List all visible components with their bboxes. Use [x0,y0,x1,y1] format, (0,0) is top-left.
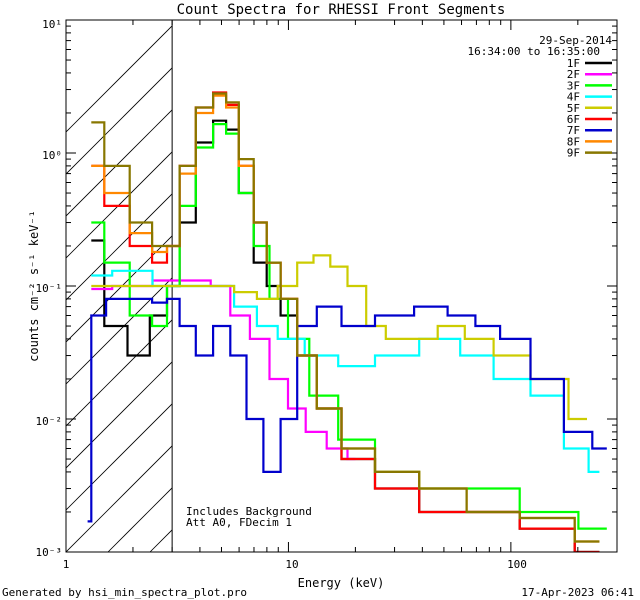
legend-label-6F: 6F [567,113,580,126]
y-tick-label-1e-1: 10⁻¹ [36,282,63,295]
x-tick-label-10: 10 [285,558,298,571]
legend-label-1F: 1F [567,57,580,70]
y-tick-label-1e-2: 10⁻² [36,415,63,428]
hatch-line [66,67,173,175]
series-line-5F [91,254,587,421]
footer-generated-by: Generated by hsi_min_spectra_plot.pro [2,586,247,599]
chart-title: Count Spectra for RHESSI Front Segments [177,2,506,18]
hatch-line [66,193,173,301]
x-tick-label-100: 100 [507,558,527,571]
series-line-1F [91,119,600,552]
hatch-line [66,25,173,133]
x-tick-label-1: 1 [63,558,70,571]
legend-label-4F: 4F [567,91,580,104]
series-line-2F [91,279,356,461]
y-axis-label: counts cm⁻² s⁻¹ keV⁻¹ [27,210,41,362]
hatch-line [402,20,640,552]
annotation-background: Includes Background [186,505,312,518]
legend-label-9F: 9F [567,147,580,160]
footer-timestamp: 17-Apr-2023 06:41 [521,586,634,599]
legend-label-5F: 5F [567,102,580,115]
y-tick-label-1e0: 10⁰ [42,149,62,162]
y-tick-label-1e1: 10¹ [42,18,62,31]
legend-label-3F: 3F [567,79,580,92]
legend-label-2F: 2F [567,68,580,81]
date-label: 29-Sep-2014 [539,34,612,47]
hatch-line [570,20,640,552]
y-tick-label-1e-3: 10⁻³ [36,546,63,559]
annotation-attenuator: Att A0, FDecim 1 [186,516,292,529]
hatch-line [276,20,640,552]
hatch-line [66,403,173,511]
hatch-line [66,445,173,552]
time-range-label: 16:34:00 to 16:35:00 [468,45,600,58]
series-line-7F [87,297,607,523]
hatch-line [66,361,173,469]
legend-label-7F: 7F [567,124,580,137]
legend-label-8F: 8F [567,135,580,148]
hatch-line [528,20,640,552]
axis-ticks [65,20,618,553]
x-axis-label: Energy (keV) [298,576,385,590]
series-line-9F [91,92,600,543]
series-layer [87,91,607,552]
